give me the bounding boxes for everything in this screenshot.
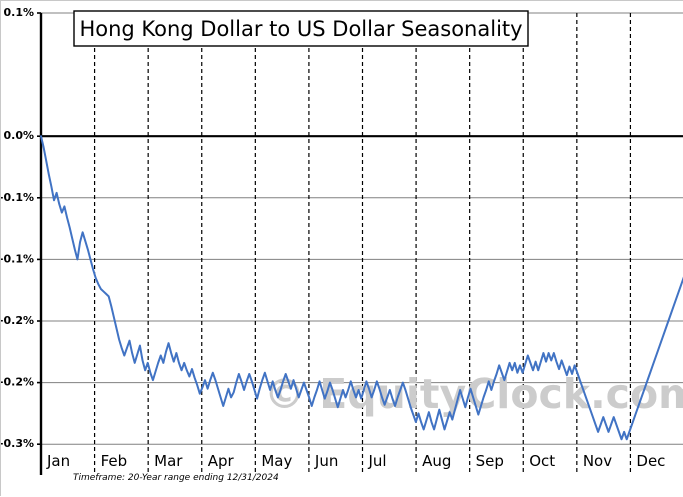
x-tick-label-feb: Feb [101,452,128,470]
x-tick-label-oct: Oct [529,452,555,470]
y-axis-ticks [37,12,41,446]
y-tick-label: -0.2% [1,376,34,389]
x-tick-label-sep: Sep [476,452,504,470]
x-tick-label-apr: Apr [208,452,235,470]
chart-footnote: Timeframe: 20-Year range ending 12/31/20… [73,473,279,483]
x-tick-label-jun: Jun [314,452,338,470]
y-tick-label: 0.1% [3,6,34,19]
x-tick-label-may: May [261,452,292,470]
chart-title-box [73,10,529,47]
y-tick-label: -0.2% [1,314,34,327]
x-tick-label-jan: Jan [46,452,70,470]
x-tick-label-mar: Mar [154,452,183,470]
x-tick-label-jul: Jul [368,452,387,470]
chart-title: Hong Kong Dollar to US Dollar Seasonalit… [79,17,522,41]
x-tick-label-nov: Nov [583,452,612,470]
x-tick-label-aug: Aug [422,452,451,470]
seasonality-line-series [40,135,683,441]
x-axis-month-labels: Jan Feb Mar Apr May Jun Jul Aug Sep Oct Nov Dec [46,452,665,470]
month-divider-gridlines [93,13,632,475]
y-tick-label: 0.0% [3,129,34,142]
x-tick-label-dec: Dec [636,452,665,470]
y-tick-label: -0.1% [1,191,34,204]
y-tick-label: -0.1% [1,252,34,265]
y-axis-tick-labels: 0.1% 0.0% -0.1% -0.1% -0.2% -0.2% -0.3% [1,6,34,450]
y-tick-label: -0.3% [1,437,34,450]
chart-title-group: Hong Kong Dollar to US Dollar Seasonalit… [73,10,529,47]
